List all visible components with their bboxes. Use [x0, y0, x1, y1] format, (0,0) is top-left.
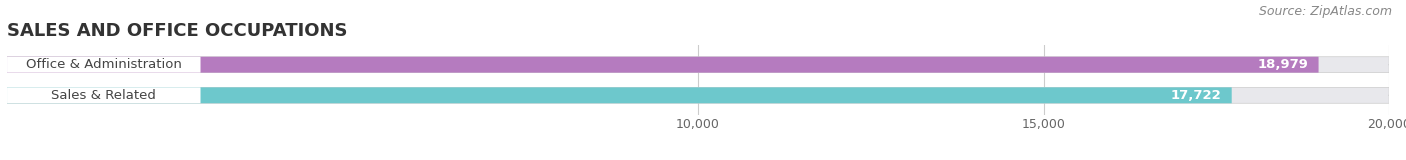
- Text: 17,722: 17,722: [1171, 89, 1222, 102]
- FancyBboxPatch shape: [7, 87, 1389, 103]
- Text: Source: ZipAtlas.com: Source: ZipAtlas.com: [1258, 5, 1392, 18]
- Text: Sales & Related: Sales & Related: [52, 89, 156, 102]
- FancyBboxPatch shape: [7, 87, 201, 103]
- FancyBboxPatch shape: [7, 57, 201, 73]
- Text: 18,979: 18,979: [1257, 58, 1308, 71]
- Text: Office & Administration: Office & Administration: [25, 58, 181, 71]
- FancyBboxPatch shape: [7, 57, 1319, 73]
- FancyBboxPatch shape: [7, 87, 1232, 103]
- FancyBboxPatch shape: [7, 57, 1389, 73]
- Text: SALES AND OFFICE OCCUPATIONS: SALES AND OFFICE OCCUPATIONS: [7, 22, 347, 40]
